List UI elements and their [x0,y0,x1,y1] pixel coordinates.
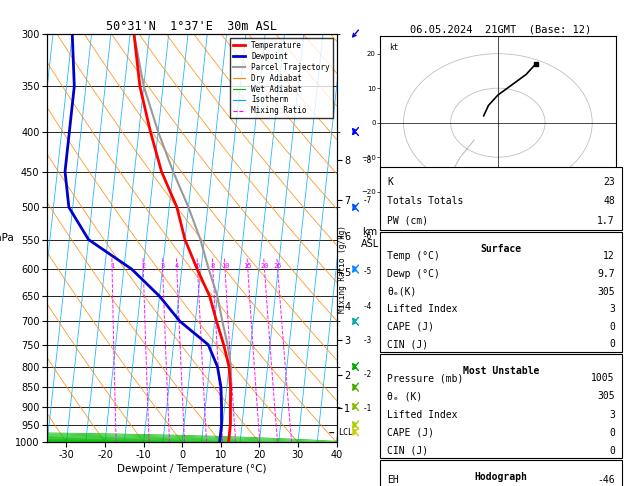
Text: CAPE (J): CAPE (J) [387,428,434,437]
Text: 8: 8 [211,263,215,269]
Text: θₑ(K): θₑ(K) [387,287,416,296]
Text: θₑ (K): θₑ (K) [387,391,423,401]
Text: 0: 0 [609,339,615,349]
Text: -6: -6 [363,232,372,241]
Text: -5: -5 [363,267,372,277]
Text: 0: 0 [609,428,615,437]
Y-axis label: km
ASL: km ASL [360,227,379,249]
Text: Dewp (°C): Dewp (°C) [387,269,440,279]
Text: 3: 3 [160,263,165,269]
Text: 305: 305 [597,287,615,296]
Text: Hodograph: Hodograph [474,472,528,482]
Text: -8: -8 [363,156,372,164]
Text: 12: 12 [603,251,615,261]
Text: 48: 48 [603,196,615,206]
Text: -3: -3 [363,336,372,345]
Text: 9.7: 9.7 [597,269,615,279]
Bar [380,232,622,352]
Text: CIN (J): CIN (J) [387,339,428,349]
Text: 0: 0 [609,446,615,456]
Text: kt: kt [389,43,399,52]
Text: 1005: 1005 [591,373,615,383]
Text: Mixing Ratio (g/kg): Mixing Ratio (g/kg) [338,225,347,313]
Text: 20: 20 [260,263,269,269]
Text: K: K [387,177,393,187]
Text: 4: 4 [175,263,179,269]
Text: -4: -4 [363,302,372,311]
Text: 15: 15 [243,263,252,269]
Text: 305: 305 [597,391,615,401]
Text: 2: 2 [141,263,145,269]
Text: CAPE (J): CAPE (J) [387,322,434,332]
Text: 0: 0 [609,322,615,332]
Text: -1: -1 [363,404,372,413]
Bar [380,460,622,486]
Legend: Temperature, Dewpoint, Parcel Trajectory, Dry Adiabat, Wet Adiabat, Isotherm, Mi: Temperature, Dewpoint, Parcel Trajectory… [230,38,333,119]
Text: Pressure (mb): Pressure (mb) [387,373,464,383]
Text: 1: 1 [110,263,114,269]
Text: 06.05.2024  21GMT  (Base: 12): 06.05.2024 21GMT (Base: 12) [410,24,592,35]
Text: -7: -7 [363,196,372,205]
Text: 10: 10 [221,263,230,269]
Y-axis label: hPa: hPa [0,233,13,243]
Text: Most Unstable: Most Unstable [463,365,539,376]
Text: Surface: Surface [481,243,521,254]
Text: Lifted Index: Lifted Index [387,410,458,419]
Text: PW (cm): PW (cm) [387,216,428,226]
Text: 3: 3 [609,304,615,314]
Text: 1.7: 1.7 [597,216,615,226]
Bar [380,354,622,458]
Text: Lifted Index: Lifted Index [387,304,458,314]
Text: 3: 3 [609,410,615,419]
Title: 50°31'N  1°37'E  30m ASL: 50°31'N 1°37'E 30m ASL [106,20,277,33]
Text: 25: 25 [274,263,282,269]
Text: 23: 23 [603,177,615,187]
X-axis label: Dewpoint / Temperature (°C): Dewpoint / Temperature (°C) [117,464,267,474]
Text: -46: -46 [597,475,615,485]
Text: Temp (°C): Temp (°C) [387,251,440,261]
Text: 6: 6 [196,263,200,269]
Text: CIN (J): CIN (J) [387,446,428,456]
Text: Totals Totals: Totals Totals [387,196,464,206]
Text: LCL: LCL [338,428,353,437]
Bar [380,167,622,230]
Text: -2: -2 [363,370,372,380]
Text: EH: EH [387,475,399,485]
